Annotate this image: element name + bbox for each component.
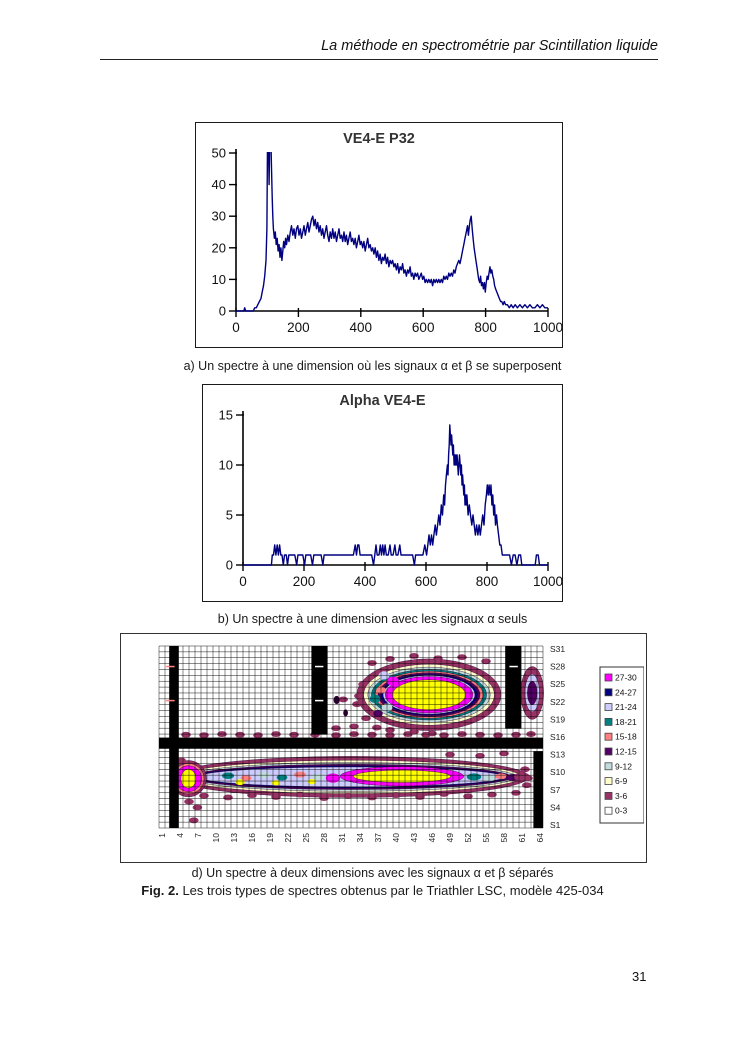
svg-text:25: 25 [301, 833, 311, 843]
svg-text:31: 31 [337, 833, 347, 843]
chart-2d-contour: 1 4 7 10 13 16 19 22 25 28 31 34 37 40 43 46 49 52 55 58 61 6… [121, 634, 644, 860]
svg-text:61: 61 [517, 833, 527, 843]
svg-text:15-18: 15-18 [615, 732, 637, 742]
svg-text:S19: S19 [550, 714, 565, 724]
svg-text:200: 200 [287, 320, 310, 335]
svg-text:7: 7 [193, 833, 203, 838]
svg-text:S10: S10 [550, 767, 565, 777]
svg-text:1: 1 [157, 833, 167, 838]
svg-text:12-15: 12-15 [615, 747, 637, 757]
svg-text:10: 10 [219, 458, 233, 473]
figure-d-2d-spectrum-box: 1 4 7 10 13 16 19 22 25 28 31 34 37 40 43 46 49 52 55 58 61 6… [120, 633, 647, 863]
svg-text:50: 50 [212, 146, 226, 161]
svg-text:16: 16 [247, 833, 257, 843]
svg-text:600: 600 [415, 574, 438, 589]
svg-text:21-24: 21-24 [615, 702, 637, 712]
svg-text:20: 20 [212, 240, 226, 255]
svg-text:37: 37 [373, 833, 383, 843]
svg-text:40: 40 [212, 177, 226, 192]
caption-a: a) Un spectre à une dimension où les sig… [183, 359, 562, 373]
svg-text:34: 34 [355, 833, 365, 843]
svg-text:0: 0 [232, 320, 240, 335]
svg-text:S28: S28 [550, 662, 565, 672]
svg-text:10: 10 [212, 272, 226, 287]
svg-text:S4: S4 [550, 802, 561, 812]
svg-text:28: 28 [319, 833, 329, 843]
page-header-title: La méthode en spectrométrie par Scintill… [100, 38, 658, 60]
svg-text:0: 0 [239, 574, 247, 589]
svg-text:15: 15 [219, 408, 233, 423]
svg-text:S7: S7 [550, 785, 561, 795]
svg-text:43: 43 [409, 833, 419, 843]
chart-ve4e-p32: VE4-E P32 0 10 20 30 40 50 0 200 400 600 800 1000 [212, 131, 562, 335]
svg-text:0: 0 [226, 558, 233, 573]
page-number: 31 [632, 969, 647, 984]
figure-2-label: Fig. 2. [141, 883, 179, 898]
svg-text:52: 52 [463, 833, 473, 843]
svg-text:S22: S22 [550, 697, 565, 707]
svg-text:600: 600 [412, 320, 435, 335]
svg-text:400: 400 [350, 320, 373, 335]
svg-text:S13: S13 [550, 750, 565, 760]
svg-text:27-30: 27-30 [615, 673, 637, 683]
svg-text:400: 400 [354, 574, 377, 589]
figure-2-caption: Fig. 2. Les trois types de spectres obte… [10, 883, 735, 898]
svg-text:22: 22 [283, 833, 293, 843]
svg-text:800: 800 [474, 320, 497, 335]
svg-text:49: 49 [445, 833, 455, 843]
svg-text:VE4-E P32: VE4-E P32 [343, 131, 415, 147]
caption-b: b) Un spectre à une dimension avec les s… [217, 612, 528, 626]
figure-a-spectrum-box: VE4-E P32 0 10 20 30 40 50 0 200 400 600 800 1000 [195, 122, 563, 348]
svg-text:5: 5 [226, 508, 233, 523]
svg-text:3-6: 3-6 [615, 791, 628, 801]
svg-text:S31: S31 [550, 644, 565, 654]
svg-text:40: 40 [391, 833, 401, 843]
svg-text:4: 4 [175, 833, 185, 838]
svg-text:46: 46 [427, 833, 437, 843]
svg-text:24-27: 24-27 [615, 687, 637, 697]
chart-alpha-ve4e: Alpha VE4-E 0 5 10 15 0 200 400 600 800 1000 [219, 393, 562, 589]
figure-b-spectrum-box: Alpha VE4-E 0 5 10 15 0 200 400 600 800 1000 [202, 384, 563, 602]
svg-text:6-9: 6-9 [615, 776, 628, 786]
caption-d: d) Un spectre à deux dimensions avec les… [191, 866, 554, 880]
svg-text:1000: 1000 [533, 320, 562, 335]
svg-text:10: 10 [211, 833, 221, 843]
svg-text:0-3: 0-3 [615, 806, 628, 816]
svg-text:30: 30 [212, 209, 226, 224]
svg-text:1000: 1000 [533, 574, 562, 589]
svg-text:55: 55 [481, 833, 491, 843]
svg-text:Alpha VE4-E: Alpha VE4-E [339, 393, 426, 409]
svg-text:800: 800 [476, 574, 499, 589]
svg-text:58: 58 [499, 833, 509, 843]
svg-text:64: 64 [535, 833, 545, 843]
svg-text:S25: S25 [550, 679, 565, 689]
figure-2-text: Les trois types de spectres obtenus par … [178, 883, 604, 898]
svg-text:9-12: 9-12 [615, 761, 632, 771]
svg-text:0: 0 [219, 304, 226, 319]
svg-text:19: 19 [265, 833, 275, 843]
svg-text:200: 200 [293, 574, 316, 589]
svg-text:18-21: 18-21 [615, 717, 637, 727]
svg-text:S16: S16 [550, 732, 565, 742]
svg-text:13: 13 [229, 833, 239, 843]
svg-text:S1: S1 [550, 820, 561, 830]
